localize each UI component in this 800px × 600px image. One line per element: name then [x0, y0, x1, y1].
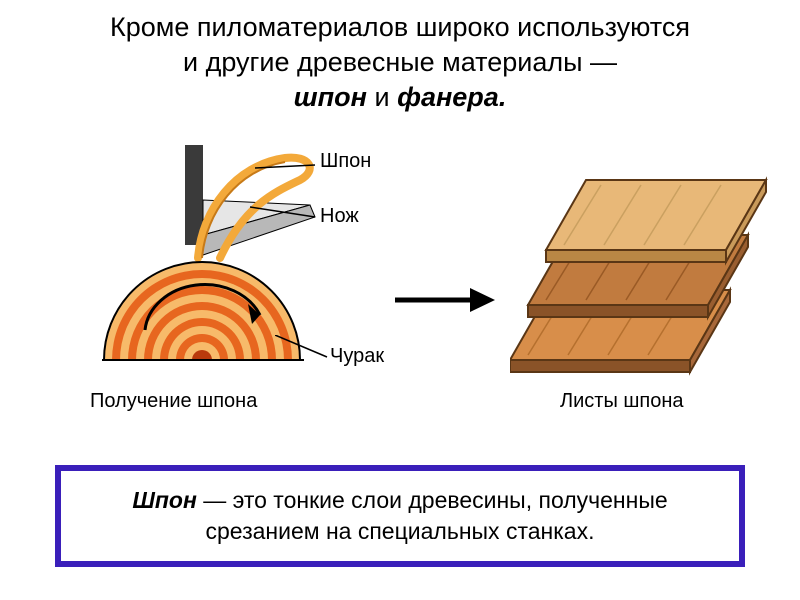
definition-text: — это тонкие слои древесины, полученные … — [197, 487, 668, 544]
heading-term-a: шпон — [294, 82, 367, 112]
heading-and: и — [367, 82, 397, 112]
heading-line-3: шпон и фанера. — [20, 80, 780, 115]
definition-term: Шпон — [132, 487, 197, 513]
veneer-sheets-icon — [510, 170, 770, 395]
heading-line-2: и другие древесные материалы — — [20, 45, 780, 80]
big-arrow-icon — [390, 280, 500, 325]
caption-left: Получение шпона — [90, 390, 257, 413]
heading-line-1: Кроме пиломатериалов широко используются — [20, 10, 780, 45]
page-heading: Кроме пиломатериалов широко используются… — [0, 0, 800, 120]
caption-right: Листы шпона — [560, 390, 684, 413]
label-churak: Чурак — [330, 345, 384, 368]
definition-box: Шпон — это тонкие слои древесины, получе… — [55, 465, 745, 567]
leader-nozh — [250, 205, 325, 228]
diagram-area: Шпон Нож Чурак — [0, 120, 800, 450]
label-shpon: Шпон — [320, 150, 371, 173]
heading-term-b: фанера. — [397, 82, 506, 112]
label-nozh: Нож — [320, 205, 359, 228]
leader-churak — [275, 335, 335, 365]
rotation-arrow-icon — [130, 280, 280, 355]
leader-shpon — [255, 160, 325, 178]
